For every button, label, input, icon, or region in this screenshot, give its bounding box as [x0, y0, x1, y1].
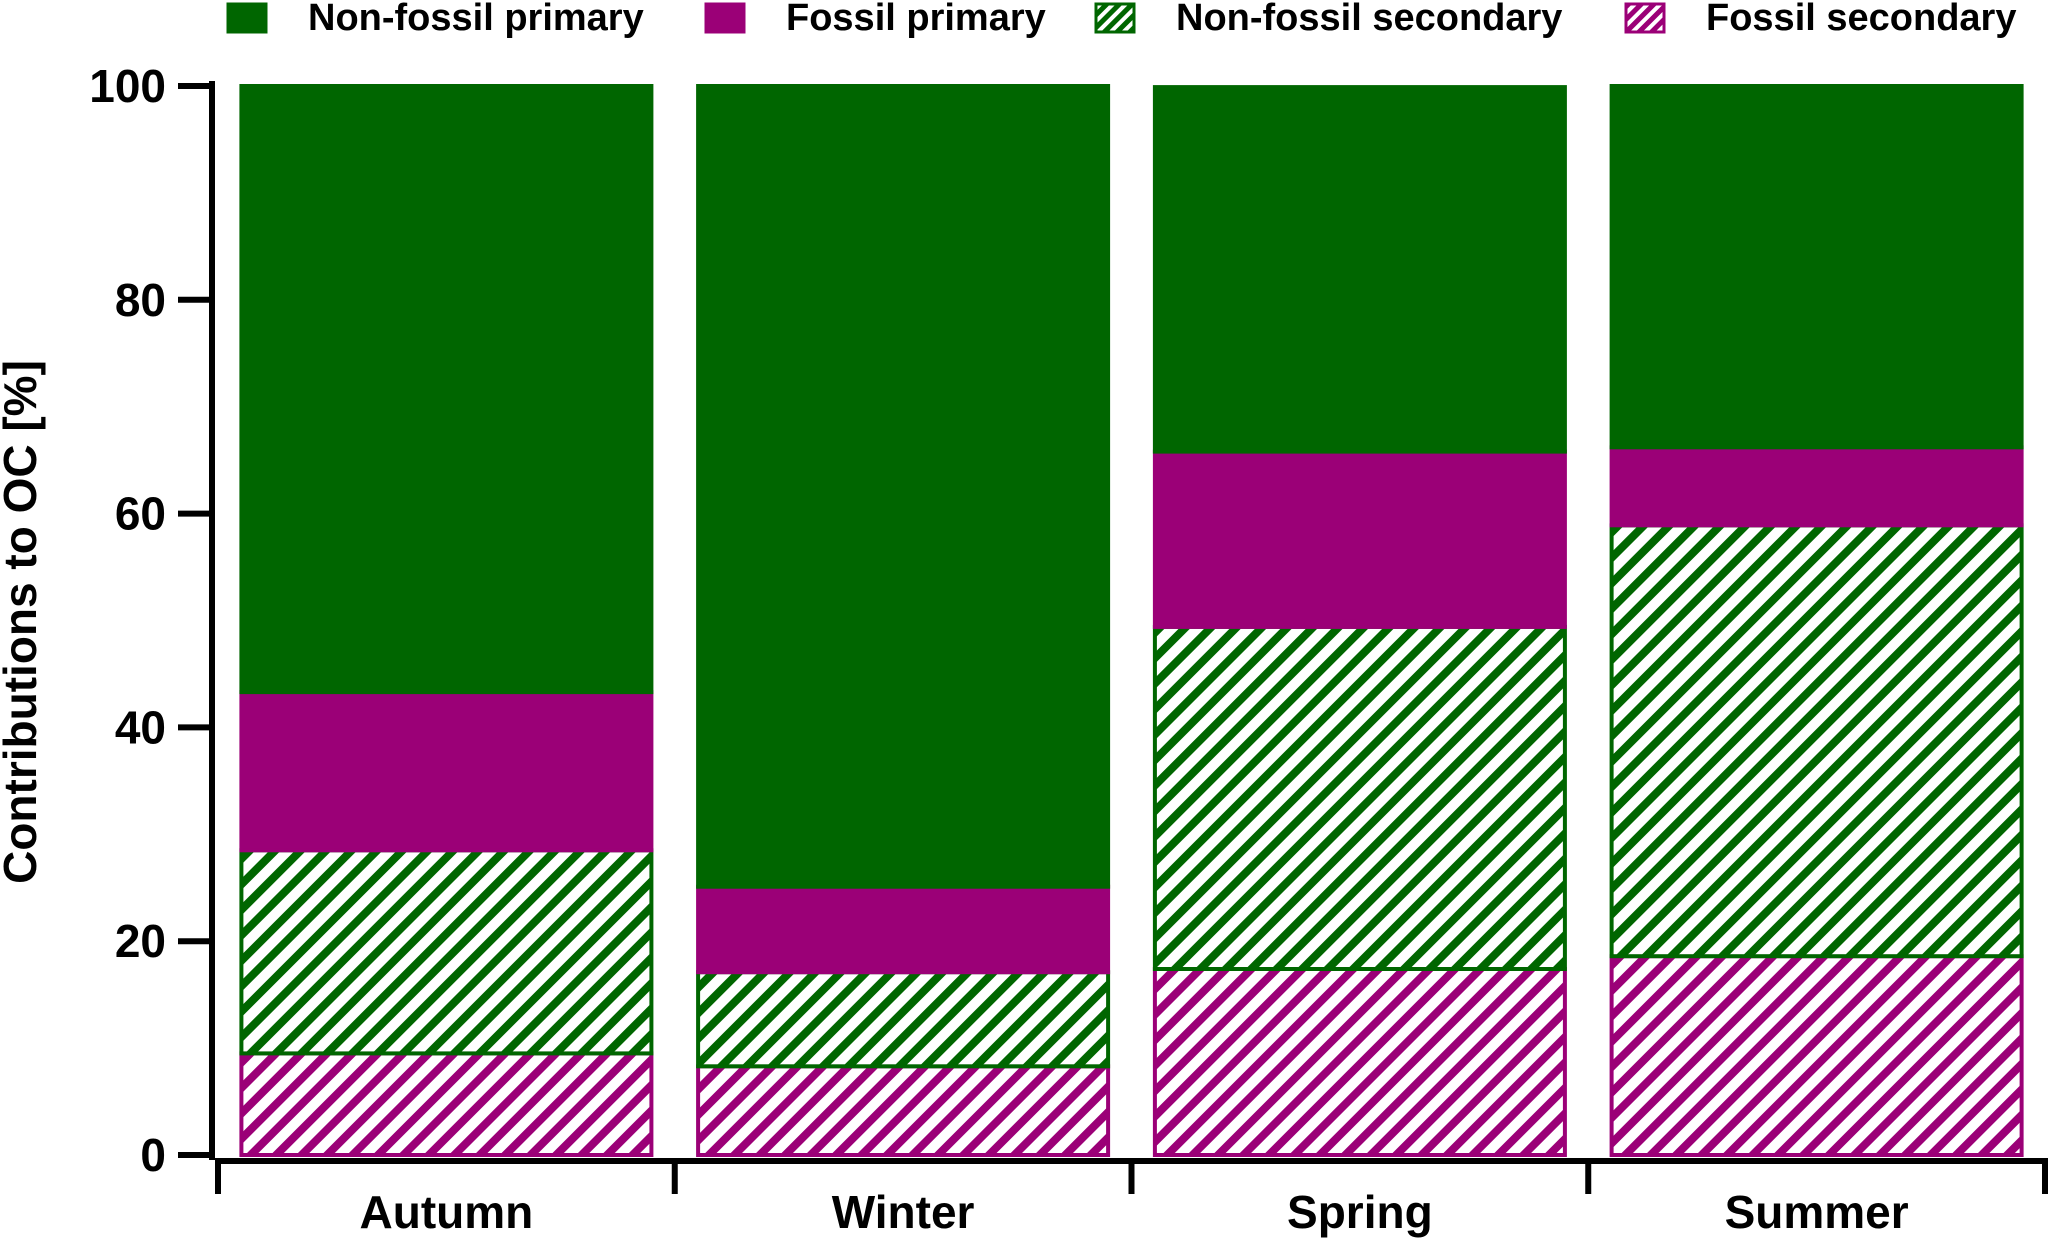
bar-winter-non-fossil-primary [696, 84, 1111, 889]
bar-summer-non-fossil-primary [1609, 84, 2024, 450]
legend-swatch-fossil-primary [704, 2, 746, 34]
y-tick-label: 40 [115, 701, 166, 753]
y-tick-label: 100 [89, 60, 166, 112]
bar-winter-non-fossil-secondary [696, 970, 1111, 1069]
bar-spring-non-fossil-secondary [1152, 624, 1567, 972]
legend-swatch-non-fossil-primary [226, 2, 268, 34]
y-tick-label: 20 [115, 915, 166, 967]
bar-summer-non-fossil-secondary [1609, 523, 2024, 959]
y-axis-label: Contributions to OC [%] [0, 360, 46, 884]
legend-label-fossil-secondary: Fossil secondary [1706, 0, 2016, 39]
x-tick-label-winter: Winter [832, 1186, 975, 1238]
legend-swatch-fossil-secondary [1624, 2, 1666, 34]
legend: Non-fossil primary Fossil primary Non-foss… [226, 0, 2016, 39]
bar-autumn-non-fossil-secondary [239, 848, 654, 1056]
bar-autumn-fossil-secondary [239, 1051, 654, 1158]
bar-summer-fossil-primary [1609, 445, 2024, 528]
bar-spring-fossil-primary [1152, 449, 1567, 629]
y-tick-label: 80 [115, 274, 166, 326]
bar-winter-fossil-primary [696, 884, 1111, 975]
bar-autumn-non-fossil-primary [239, 84, 654, 695]
bar-spring-fossil-secondary [1152, 967, 1567, 1157]
bars [239, 84, 2024, 1158]
x-tick-label-summer: Summer [1725, 1186, 1909, 1238]
y-tick-label: 0 [140, 1129, 166, 1181]
legend-swatch-non-fossil-secondary [1094, 2, 1136, 34]
y-tick-label: 60 [115, 488, 166, 540]
bar-winter-fossil-secondary [696, 1064, 1111, 1158]
axes: 0 20 40 60 80 100 Autumn Winter Spring Summer [89, 60, 2048, 1238]
bar-summer-fossil-secondary [1609, 954, 2024, 1158]
legend-label-fossil-primary: Fossil primary [786, 0, 1046, 39]
bar-spring-non-fossil-primary [1152, 85, 1567, 454]
legend-label-non-fossil-secondary: Non-fossil secondary [1176, 0, 1562, 39]
bar-autumn-fossil-primary [239, 690, 654, 853]
legend-label-non-fossil-primary: Non-fossil primary [308, 0, 644, 39]
x-tick-label-autumn: Autumn [360, 1186, 534, 1238]
y-axis-label-group: Contributions to OC [%] [0, 360, 46, 884]
x-tick-label-spring: Spring [1287, 1186, 1433, 1238]
